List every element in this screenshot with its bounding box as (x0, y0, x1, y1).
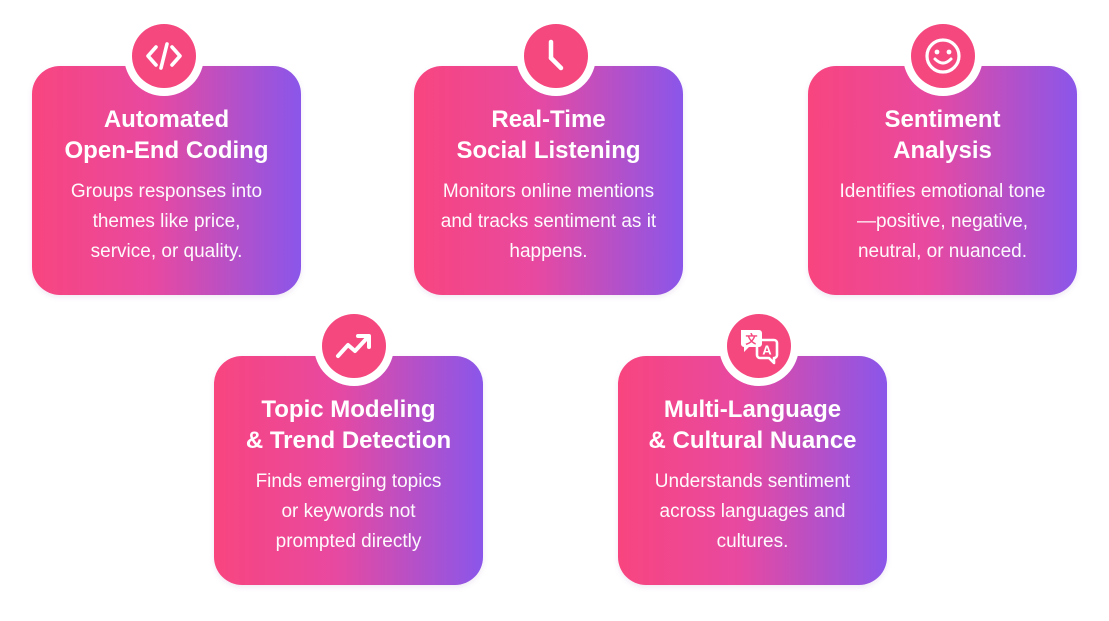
badge-translate: 文 A (719, 306, 799, 386)
feature-card-social-listening: Real-Time Social Listening Monitors onli… (414, 66, 683, 295)
badge-code (124, 16, 204, 96)
card-description: Finds emerging topics or keywords not pr… (255, 471, 442, 552)
feature-card-topic-modeling: Topic Modeling & Trend Detection Finds e… (214, 356, 483, 585)
card-description: Identifies emotional tone —positive, neg… (839, 181, 1046, 262)
feature-card-sentiment-analysis: Sentiment Analysis Identifies emotional … (808, 66, 1077, 295)
badge-clock (516, 16, 596, 96)
badge-smiley (903, 16, 983, 96)
card-title: Automated Open-End Coding (64, 106, 269, 164)
svg-text:文: 文 (745, 332, 758, 347)
card-description: Monitors online mentions and tracks sent… (440, 181, 657, 262)
card-title: Sentiment Analysis (884, 106, 1001, 164)
svg-text:A: A (762, 343, 772, 358)
clock-icon (548, 39, 564, 71)
card-description: Understands sentiment across languages a… (654, 471, 851, 552)
smiley-icon (925, 38, 961, 74)
code-icon (146, 42, 182, 70)
feature-card-open-end-coding: Automated Open-End Coding Groups respons… (32, 66, 301, 295)
badge-trend (314, 306, 394, 386)
translate-icon: 文 A (741, 330, 779, 365)
card-title: Multi-Language & Cultural Nuance (648, 396, 857, 454)
card-description: Groups responses into themes like price,… (70, 181, 263, 262)
card-title: Topic Modeling & Trend Detection (245, 396, 452, 454)
card-title: Real-Time Social Listening (456, 106, 641, 164)
trend-arrow-icon (336, 334, 371, 358)
feature-card-multi-language: Multi-Language & Cultural Nuance Underst… (618, 356, 887, 585)
